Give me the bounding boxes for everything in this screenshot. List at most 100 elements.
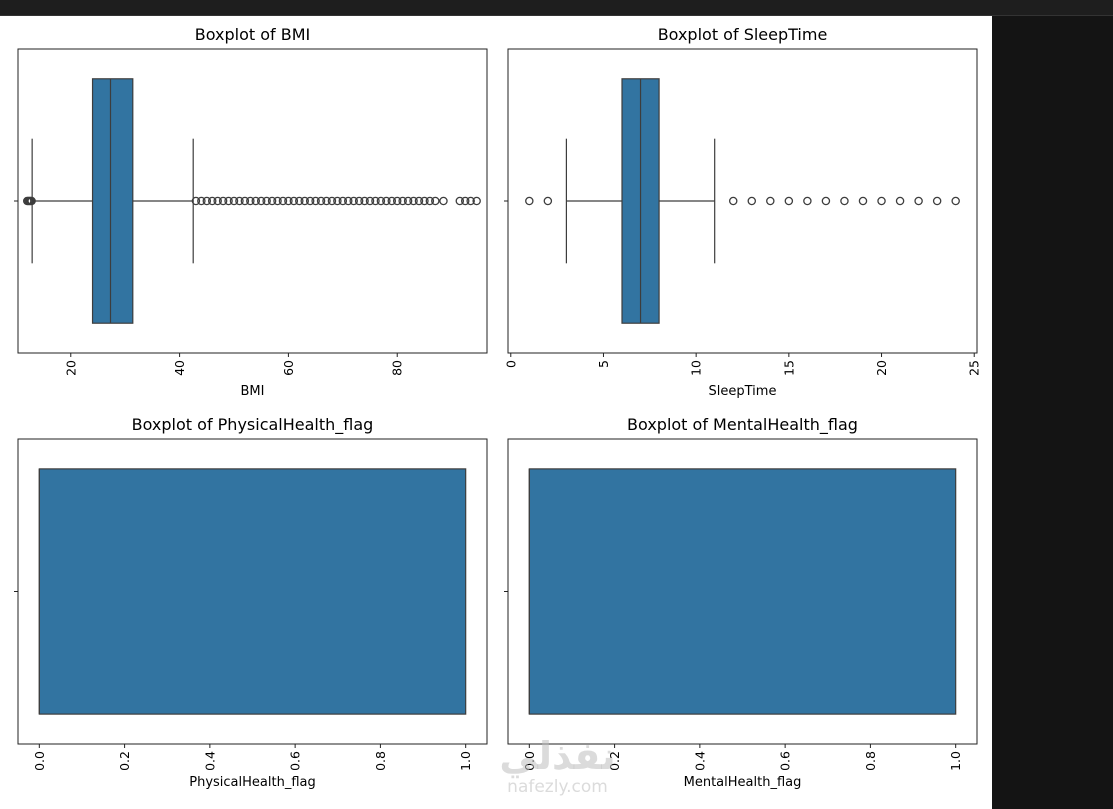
outlier-point — [311, 196, 320, 206]
chart-title: Boxplot of PhysicalHealth_flag — [132, 415, 374, 435]
outlier-point — [914, 196, 923, 206]
outlier-point — [267, 196, 277, 206]
outlier-point — [466, 196, 475, 206]
nafezly-watermark: نفذلي nafezly.com — [490, 736, 625, 806]
x-tick-label: 10 — [689, 360, 704, 376]
chart-title: Boxplot of BMI — [195, 25, 311, 44]
outlier-point — [858, 196, 868, 206]
outlier-point — [213, 196, 222, 206]
box-iqr — [38, 468, 467, 715]
outlier-point — [207, 196, 217, 206]
outlier-point — [409, 196, 418, 206]
x-tick-label: 60 — [281, 360, 296, 376]
x-tick-label: 0.4 — [692, 751, 707, 771]
outlier-point — [256, 196, 266, 206]
x-tick-label: 0.2 — [607, 751, 622, 771]
x-tick-label: 0.0 — [522, 751, 537, 771]
outlier-point — [376, 196, 386, 206]
x-tick-label: 1.0 — [458, 751, 473, 771]
outlier-point — [877, 196, 886, 206]
outlier-point — [278, 196, 288, 206]
outlier-point — [262, 196, 271, 206]
outlier-point — [224, 196, 233, 206]
outlier-point — [543, 196, 553, 206]
outlier-point — [246, 196, 255, 206]
x-tick-label: 20 — [63, 360, 78, 376]
x-tick-label: 40 — [172, 360, 187, 376]
box-iqr — [528, 468, 957, 715]
outlier-point — [251, 196, 261, 206]
outlier-point — [300, 196, 309, 206]
outlier-point — [431, 196, 440, 206]
outlier-point — [895, 196, 905, 206]
outlier-point — [354, 196, 364, 206]
outlier-point — [398, 196, 407, 206]
outlier-point — [202, 196, 212, 206]
outlier-point — [784, 196, 794, 206]
outlier-point — [414, 196, 424, 206]
outlier-point — [420, 196, 429, 206]
outlier-point — [728, 196, 738, 206]
subplot-4: Boxplot of MentalHealth_flag 0.0 0.2 0.4 0.6… — [504, 415, 978, 790]
x-tick-label: 0.8 — [863, 751, 878, 771]
x-tick-label: 5 — [596, 360, 611, 368]
subplot-2: Boxplot of SleepTime 0 5 10 15 20 25 SleepTime — [503, 25, 981, 399]
chart-title: Boxplot of SleepTime — [658, 25, 828, 44]
outlier-point — [27, 196, 36, 206]
outlier-point — [295, 196, 304, 206]
figure-canvas: Boxplot of BMI 20 40 60 80 BMI Boxplot of Slee… — [0, 16, 992, 809]
x-tick-label: 20 — [874, 360, 889, 376]
watermark-domain: nafezly.com — [507, 777, 608, 797]
outlier-point — [284, 196, 293, 206]
outlier-point — [305, 196, 315, 206]
outlier-point — [316, 196, 326, 206]
x-tick-label: 25 — [967, 360, 982, 376]
subplot-3: Boxplot of PhysicalHealth_flag 0.0 0.2 0.4 0… — [14, 415, 488, 790]
outlier-point — [273, 196, 282, 206]
x-tick-label: 0.8 — [373, 751, 388, 771]
outlier-point — [197, 196, 206, 206]
outlier-point — [460, 196, 470, 206]
outlier-point — [327, 196, 337, 206]
subplot-1: Boxplot of BMI 20 40 60 80 BMI — [14, 25, 488, 399]
outlier-point — [229, 196, 239, 206]
chart-title: Boxplot of MentalHealth_flag — [627, 415, 858, 435]
box-iqr — [91, 78, 134, 324]
x-tick-label: 0.4 — [202, 751, 217, 771]
outlier-point — [235, 196, 244, 206]
x-tick-label: 0.6 — [778, 751, 793, 771]
outlier-point — [338, 196, 348, 206]
outlier-point — [365, 196, 375, 206]
x-tick-label: 80 — [390, 360, 405, 376]
outlier-point — [439, 196, 448, 206]
window-top-bar — [0, 0, 1113, 16]
outlier-point — [403, 196, 413, 206]
outlier-point — [322, 196, 331, 206]
outlier-point — [951, 196, 960, 206]
x-tick-label: 15 — [781, 360, 796, 376]
outlier-point — [525, 196, 534, 206]
watermark-logo-text: نفذلي — [499, 734, 616, 778]
x-tick-label: 0.0 — [32, 751, 47, 771]
outlier-point — [392, 196, 402, 206]
outlier-point — [289, 196, 299, 206]
outlier-point — [932, 196, 942, 206]
outlier-point — [333, 196, 342, 206]
outlier-point — [382, 196, 391, 206]
right-gutter — [992, 16, 1113, 809]
outlier-point — [360, 196, 369, 206]
outlier-point — [840, 196, 849, 206]
outlier-point — [240, 196, 250, 206]
outlier-point — [191, 196, 201, 206]
x-axis-label: MentalHealth_flag — [684, 775, 802, 790]
outlier-point — [472, 196, 481, 206]
outlier-point — [455, 196, 465, 206]
boxplot-figure: Boxplot of BMI 20 40 60 80 BMI Boxplot of Slee… — [14, 25, 982, 790]
x-tick-label: 0 — [503, 360, 518, 368]
outlier-point — [387, 196, 397, 206]
outlier-point — [218, 196, 228, 206]
x-axis-label: SleepTime — [709, 384, 777, 399]
outlier-point — [349, 196, 358, 206]
outlier-point — [425, 196, 435, 206]
outlier-point — [747, 196, 757, 206]
